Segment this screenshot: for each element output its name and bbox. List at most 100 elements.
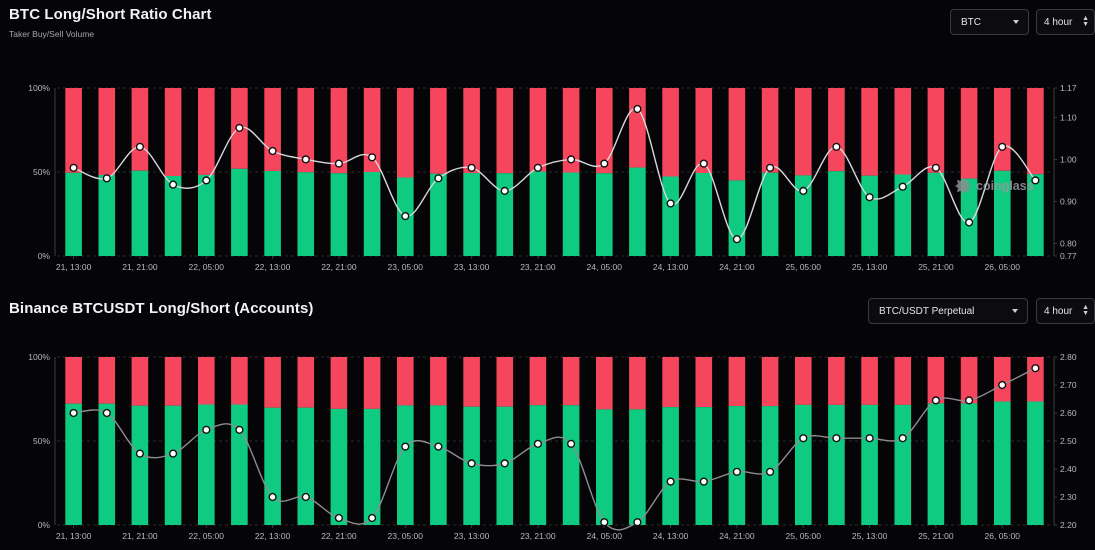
short-bar <box>562 88 580 173</box>
long-bar <box>960 178 978 256</box>
short-bar <box>463 88 480 173</box>
x-tick-label: 22, 21:00 <box>321 531 357 541</box>
ratio-point <box>401 212 410 221</box>
short-bar <box>496 357 514 407</box>
ratio-point <box>235 123 244 133</box>
short-bar <box>297 357 315 408</box>
long-bar <box>994 170 1011 256</box>
ratio-point <box>964 396 974 405</box>
x-tick-label: 24, 05:00 <box>587 531 623 541</box>
chevron-down-icon <box>1012 309 1018 313</box>
short-bar <box>662 357 679 408</box>
ratio-point <box>600 159 609 168</box>
ratio-point <box>732 467 742 476</box>
long-bar <box>264 171 281 256</box>
right-tick-label: 1.00 <box>1060 154 1077 164</box>
short-bar <box>363 88 381 172</box>
coinglass-watermark: coinglass <box>953 176 1034 196</box>
long-bar <box>98 403 116 525</box>
ratio-point <box>931 396 941 405</box>
x-tick-label: 24, 21:00 <box>719 531 755 541</box>
long-bar <box>960 403 978 525</box>
chevron-down-icon <box>1013 20 1019 24</box>
short-bar <box>695 357 713 408</box>
ratio-point <box>832 434 841 443</box>
x-tick-label: 22, 21:00 <box>321 262 357 272</box>
ratio-point <box>467 163 476 172</box>
x-tick-label: 22, 13:00 <box>255 262 291 272</box>
short-bar <box>629 357 646 410</box>
long-bar <box>231 168 248 256</box>
long-bar <box>695 173 713 256</box>
short-bar <box>65 357 82 404</box>
ratio-point <box>500 459 509 468</box>
ratio-point <box>666 199 675 208</box>
long-bar <box>463 173 480 256</box>
ratio-point <box>865 434 874 443</box>
x-tick-label: 25, 21:00 <box>918 531 954 541</box>
long-bar <box>330 173 348 256</box>
left-tick-label: 50% <box>33 436 50 446</box>
short-bar <box>927 357 945 404</box>
short-bar <box>397 357 414 406</box>
ratio-point <box>135 142 145 151</box>
short-bar <box>430 357 447 406</box>
long-bar <box>695 407 713 525</box>
interval-select-1[interactable]: 4 hour ▲ ▼ <box>1036 9 1095 35</box>
x-tick-label: 23, 13:00 <box>454 262 490 272</box>
ratio-line <box>73 108 1036 240</box>
left-tick-label: 100% <box>28 352 50 362</box>
x-tick-label: 22, 05:00 <box>189 531 225 541</box>
right-tick-label: 0.90 <box>1060 196 1077 206</box>
watermark-text: coinglass <box>976 179 1034 193</box>
ratio-point <box>368 513 377 523</box>
x-tick-label: 21, 21:00 <box>122 262 158 272</box>
long-bar <box>596 409 613 525</box>
long-bar <box>131 170 149 256</box>
coin-select[interactable]: BTC <box>950 9 1029 35</box>
ratio-point <box>865 193 874 202</box>
short-bar <box>728 88 746 181</box>
left-tick-label: 0% <box>38 251 51 261</box>
short-bar <box>198 357 215 405</box>
accounts-ratio-section: Binance BTCUSDT Long/Short (Accounts) BT… <box>0 290 1095 550</box>
interval-select-2[interactable]: 4 hour ▲ ▼ <box>1036 298 1095 324</box>
ratio-point <box>633 518 642 527</box>
x-tick-label: 24, 21:00 <box>719 262 755 272</box>
ratio-point <box>368 153 377 162</box>
long-bar <box>529 405 547 525</box>
long-bar <box>927 172 945 256</box>
long-bar <box>927 403 945 525</box>
ratio-point <box>898 434 907 443</box>
short-bar <box>98 357 116 404</box>
long-bar <box>198 404 215 525</box>
x-tick-label: 23, 13:00 <box>454 531 490 541</box>
x-tick-label: 23, 05:00 <box>388 262 424 272</box>
ratio-point <box>931 163 941 172</box>
ratio-point <box>633 104 642 114</box>
x-tick-label: 25, 05:00 <box>786 262 822 272</box>
x-tick-label: 25, 13:00 <box>852 262 888 272</box>
ratio-point <box>799 186 808 196</box>
long-bar <box>795 175 812 256</box>
short-bar <box>761 88 779 173</box>
long-bar <box>795 404 812 525</box>
short-bar <box>98 88 116 175</box>
pair-select[interactable]: BTC/USDT Perpetual <box>868 298 1028 324</box>
short-bar <box>960 357 978 404</box>
long-bar <box>164 176 182 256</box>
long-bar <box>728 180 746 256</box>
short-bar <box>397 88 414 178</box>
x-tick-label: 21, 21:00 <box>122 531 158 541</box>
short-bar <box>994 88 1011 171</box>
short-bar <box>596 357 613 410</box>
long-bar <box>65 403 82 525</box>
short-bar <box>198 88 215 175</box>
short-bar <box>496 88 514 174</box>
x-tick-label: 26, 05:00 <box>985 531 1021 541</box>
short-bar <box>828 357 845 405</box>
long-bar <box>629 409 646 525</box>
ratio-point <box>169 180 178 189</box>
long-bar <box>761 406 779 525</box>
long-bar <box>164 405 182 525</box>
